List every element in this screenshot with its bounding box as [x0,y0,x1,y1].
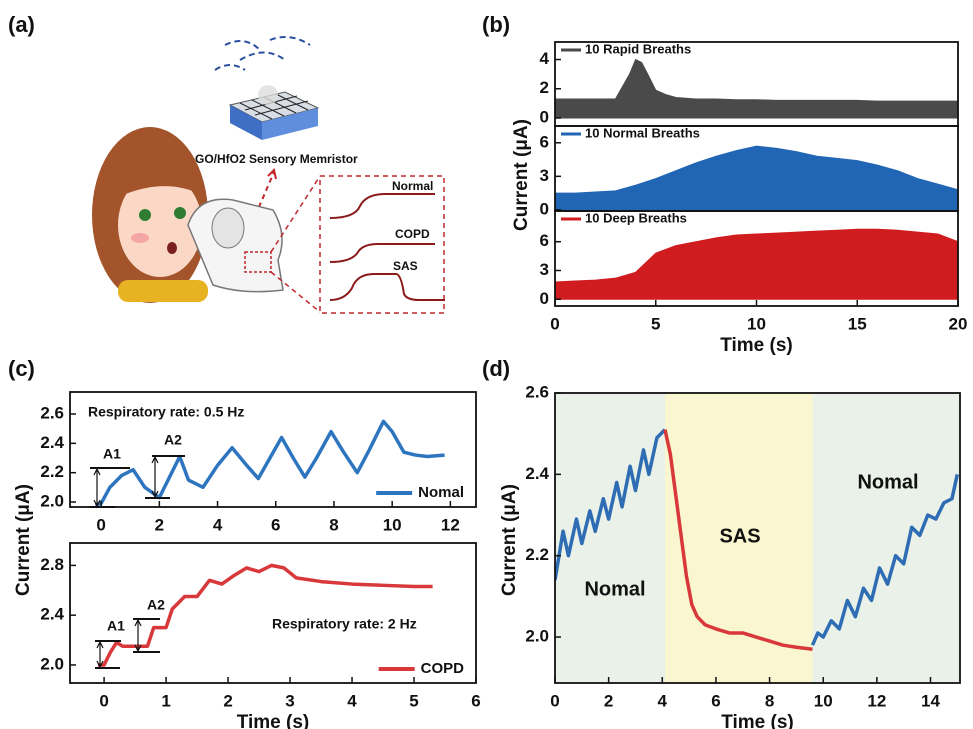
panel-label: (c) [8,356,35,381]
y-axis-label: Current (μA) [13,484,34,596]
y-tick-label: 4 [540,49,550,68]
line [97,563,433,667]
x-tick-label: 4 [213,515,223,534]
panel-label: (a) [8,12,35,37]
x-axis-label: Time (s) [237,712,310,729]
arrow-head [134,618,142,653]
y-tick-label: 2.0 [40,491,64,510]
x-tick-label: 3 [285,691,294,710]
subplot: 2.0 2.2 2.4 2.6 0 2 4 6 8 10 12 Current (μA) Nomal Re… [13,391,477,596]
x-tick-label: 0 [550,314,559,333]
y-tick-label: 3 [540,260,549,279]
y-tick-label: 2 [540,78,549,97]
legend-label: 10 Normal Breaths [585,125,700,140]
x-tick-label: 4 [347,691,357,710]
x-tick-label: 15 [848,314,867,333]
arrow-head [151,455,159,499]
annotation: Nomal [857,471,918,493]
y-axis-label: Current (μA) [511,119,532,231]
y-tick-label: 0 [540,107,549,126]
inset-label: SAS [393,259,418,273]
y-tick-label: 0 [540,289,549,308]
annotation: Nomal [584,578,645,600]
line [663,429,813,651]
x-tick-label: 8 [329,515,338,534]
x-tick-label: 0 [99,691,108,710]
x-tick-label: 10 [383,515,402,534]
x-axis-label: Time (s) [720,335,793,356]
y-axis-label: Current (μA) [499,484,520,596]
axes-frame [69,542,477,684]
y-tick-label: 2.0 [40,654,64,673]
y-tick-label: 2.0 [525,627,549,646]
line [810,473,960,646]
y-tick-label: 2.4 [525,464,549,483]
annotation: A2 [164,432,182,448]
x-tick-label: 14 [921,691,940,710]
x-tick-label: 10 [747,314,766,333]
x-tick-label: 4 [658,691,668,710]
x-tick-label: 6 [711,691,720,710]
y-tick-label: 2.6 [40,403,64,422]
x-tick-label: 10 [814,691,833,710]
y-tick-label: 0 [540,199,549,218]
x-tick-label: 2 [604,691,613,710]
x-tick-label: 0 [96,515,105,534]
line [94,419,445,507]
x-tick-label: 20 [949,314,968,333]
y-tick-label: 6 [540,231,549,250]
x-tick-label: 6 [471,691,480,710]
y-tick-label: 2.6 [525,382,549,401]
x-axis-label: Time (s) [721,712,794,729]
subplot: 0 2 4 10 Rapid Breaths [540,41,959,127]
illustration: GO/HfO2 Sensory Memristor Normal COPD SA… [92,35,445,314]
x-tick-label: 12 [867,691,886,710]
inset-label: COPD [395,227,430,241]
arrow-head [93,467,101,508]
panel-label: (b) [482,12,510,37]
subplot: 0 3 6 Current (μA) 10 Normal Breaths [511,119,959,231]
annotation: A1 [103,446,121,462]
device-label: GO/HfO2 Sensory Memristor [195,152,358,166]
subplot: 2.0 2.4 2.8 0 1 2 3 4 5 6 Time (s) COPD Respiratory … [40,542,481,729]
y-tick-label: 3 [540,166,549,185]
y-tick-label: 6 [540,132,549,151]
y-tick-label: 2.4 [40,605,64,624]
annotation: SAS [719,525,760,547]
x-tick-label: 0 [550,691,559,710]
y-tick-label: 2.4 [40,433,64,452]
inset-label: Normal [392,179,433,193]
x-tick-label: 6 [271,515,280,534]
annotation: Respiratory rate: 0.5 Hz [88,404,244,420]
x-tick-label: 2 [155,515,164,534]
line [555,428,667,581]
annotation: A2 [147,597,165,613]
legend-label: 10 Rapid Breaths [585,41,691,56]
x-tick-label: 2 [223,691,232,710]
area [555,228,958,300]
axes-frame [69,391,477,508]
area [555,145,958,211]
x-tick-label: 1 [161,691,170,710]
x-tick-label: 5 [651,314,660,333]
y-tick-label: 2.8 [40,555,64,574]
panel-label: (d) [482,356,510,381]
x-tick-label: 8 [765,691,774,710]
x-tick-label: 12 [441,515,460,534]
legend-label: COPD [421,660,465,677]
legend-label: Nomal [418,484,464,501]
subplot: 0 3 6 0 5 10 15 20 Time (s) 10 Deep Breaths [540,210,968,356]
y-tick-label: 2.2 [40,462,64,481]
area [555,58,958,119]
subplot: 2.0 2.2 2.4 2.6 0 2 4 6 8 10 12 14 Time (s) Current (… [499,382,961,729]
axes-frame [554,392,961,684]
region [812,393,960,683]
legend-label: 10 Deep Breaths [585,210,687,225]
x-tick-label: 5 [409,691,418,710]
annotation: A1 [107,618,125,634]
arrow-head [96,640,104,669]
annotation: Respiratory rate: 2 Hz [272,616,417,632]
y-tick-label: 2.2 [525,545,549,564]
